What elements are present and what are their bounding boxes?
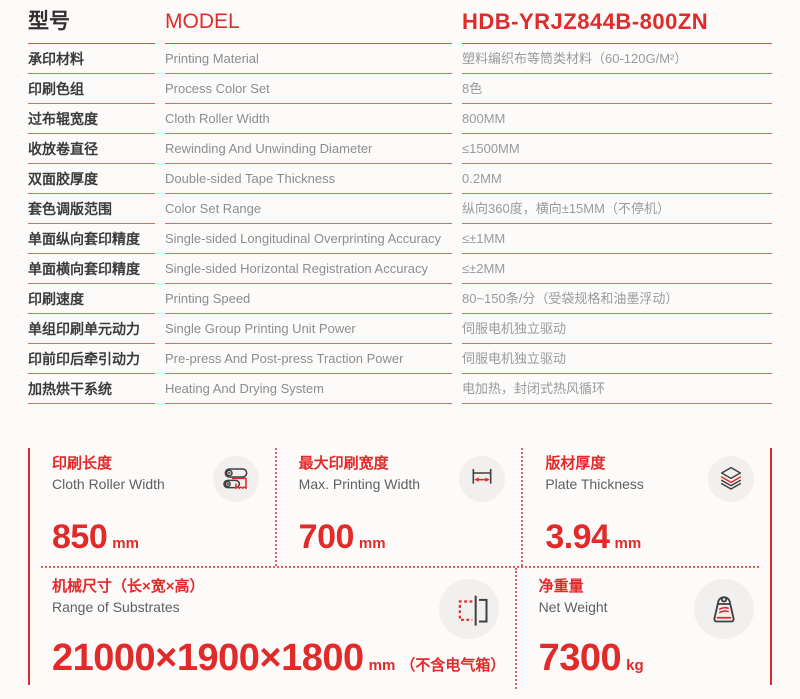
table-header-row: 型号 MODEL HDB-YRJZ844B-800ZN xyxy=(28,8,772,44)
row-label-en: Single-sided Longitudinal Overprinting A… xyxy=(165,224,452,254)
table-row: 加热烘干系统 Heating And Drying System 电加热，封闭式… xyxy=(28,374,772,404)
model-label-cn: 型号 xyxy=(28,8,155,44)
row-label-en: Single Group Printing Unit Power xyxy=(165,314,452,344)
value-unit: kg xyxy=(626,657,644,674)
row-label-cn: 过布辊宽度 xyxy=(28,104,155,134)
width-arrow-icon xyxy=(459,456,506,502)
row-label-cn: 套色调版范围 xyxy=(28,194,155,224)
card-title: 净重量 xyxy=(538,578,584,595)
row-label-cn: 承印材料 xyxy=(28,44,155,74)
row-value: 8色 xyxy=(462,74,772,104)
card-title: 版材厚度 xyxy=(545,455,606,472)
card-plate-thickness: 版材厚度 Plate Thickness 3.94 xyxy=(523,448,770,566)
model-label-en: MODEL xyxy=(165,8,452,44)
row-value: 伺服电机独立驱动 xyxy=(462,314,772,344)
card-title: 机械尺寸（长×宽×高） xyxy=(52,578,205,595)
row-label-en: Rewinding And Unwinding Diameter xyxy=(165,134,452,164)
table-row: 过布辊宽度 Cloth Roller Width 800MM xyxy=(28,104,772,134)
row-label-en: Process Color Set xyxy=(165,74,452,104)
spec-table: 型号 MODEL HDB-YRJZ844B-800ZN 承印材料 Printin… xyxy=(28,8,772,404)
row-value: 0.2MM xyxy=(462,164,772,194)
value-unit: mm xyxy=(112,535,139,552)
card-subtitle: Net Weight xyxy=(538,599,608,615)
table-row: 承印材料 Printing Material 塑料编织布等筒类材料（60-120… xyxy=(28,44,772,74)
card-header: 印刷长度 Cloth Roller Width xyxy=(52,454,259,502)
table-row: 单组印刷单元动力 Single Group Printing Unit Powe… xyxy=(28,314,772,344)
card-subtitle: Range of Substrates xyxy=(52,599,180,615)
row-label-en: Cloth Roller Width xyxy=(165,104,452,134)
value-number: 21000×1900×1800 xyxy=(52,637,364,679)
row-label-cn: 单面纵向套印精度 xyxy=(28,224,155,254)
card-subtitle: Cloth Roller Width xyxy=(52,476,165,492)
card-subtitle: Max. Printing Width xyxy=(298,476,421,492)
card-value: 850 mm xyxy=(52,520,259,554)
row-label-cn: 印前印后牵引动力 xyxy=(28,344,155,374)
card-print-length: 印刷长度 Cloth Roller Width xyxy=(30,448,277,566)
value-number: 700 xyxy=(298,518,355,556)
value-number: 3.94 xyxy=(545,518,610,556)
card-header: 版材厚度 Plate Thickness xyxy=(545,454,754,502)
row-label-cn: 印刷色组 xyxy=(28,74,155,104)
dimension-icon xyxy=(438,579,499,639)
row-value: 伺服电机独立驱动 xyxy=(462,344,772,374)
row-value: 80~150条/分（受袋规格和油墨浮动） xyxy=(462,284,772,314)
value-unit: mm xyxy=(368,657,396,674)
cards-row-2: 机械尺寸（长×宽×高） Range of Substrates 21000×19… xyxy=(30,568,770,689)
highlight-cards-section: 印刷长度 Cloth Roller Width xyxy=(28,448,772,689)
card-value: 7300 kg xyxy=(539,639,754,677)
rollers-icon xyxy=(212,456,259,502)
value-number: 850 xyxy=(52,518,108,556)
row-label-en: Single-sided Horizontal Registration Acc… xyxy=(165,254,452,284)
row-label-en: Double-sided Tape Thickness xyxy=(165,164,452,194)
table-row: 印前印后牵引动力 Pre-press And Post-press Tracti… xyxy=(28,344,772,374)
cards-row-1: 印刷长度 Cloth Roller Width xyxy=(30,448,770,566)
card-value: 3.94 mm xyxy=(545,520,754,554)
row-label-en: Printing Speed xyxy=(165,284,452,314)
table-row: 印刷速度 Printing Speed 80~150条/分（受袋规格和油墨浮动） xyxy=(28,284,772,314)
row-label-en: Color Set Range xyxy=(165,194,452,224)
table-row: 印刷色组 Process Color Set 8色 xyxy=(28,74,772,104)
row-label-cn: 单面横向套印精度 xyxy=(28,254,155,284)
card-value: 21000×1900×1800 mm （不含电气箱） xyxy=(52,637,505,679)
card-machine-dimensions: 机械尺寸（长×宽×高） Range of Substrates 21000×19… xyxy=(30,568,517,689)
row-label-en: Heating And Drying System xyxy=(165,374,452,404)
table-row: 双面胶厚度 Double-sided Tape Thickness 0.2MM xyxy=(28,164,772,194)
table-row: 套色调版范围 Color Set Range 纵向360度，横向±15MM（不停… xyxy=(28,194,772,224)
value-note: （不含电气箱） xyxy=(400,657,506,674)
row-value: ≤±2MM xyxy=(462,254,772,284)
card-title: 最大印刷宽度 xyxy=(298,455,389,472)
row-value: 电加热，封闭式热风循环 xyxy=(462,374,772,404)
row-value: 塑料编织布等筒类材料（60-120G/M²） xyxy=(462,44,772,74)
weight-icon xyxy=(693,579,754,639)
row-label-en: Printing Material xyxy=(165,44,452,74)
value-unit: mm xyxy=(358,535,386,552)
card-value: 700 mm xyxy=(299,520,506,554)
layers-icon xyxy=(708,456,754,502)
row-label-cn: 印刷速度 xyxy=(28,284,155,314)
card-header: 最大印刷宽度 Max. Printing Width xyxy=(299,454,506,502)
card-subtitle: Plate Thickness xyxy=(545,476,644,492)
row-value: 纵向360度，横向±15MM（不停机） xyxy=(462,194,772,224)
row-label-cn: 收放卷直径 xyxy=(28,134,155,164)
card-header: 净重量 Net Weight xyxy=(539,577,754,639)
card-header: 机械尺寸（长×宽×高） Range of Substrates xyxy=(52,577,499,639)
card-net-weight: 净重量 Net Weight xyxy=(517,568,770,689)
row-label-en: Pre-press And Post-press Traction Power xyxy=(165,344,452,374)
value-number: 7300 xyxy=(538,637,622,679)
row-label-cn: 单组印刷单元动力 xyxy=(28,314,155,344)
row-value: ≤1500MM xyxy=(462,134,772,164)
table-row: 单面纵向套印精度 Single-sided Longitudinal Overp… xyxy=(28,224,772,254)
row-label-cn: 双面胶厚度 xyxy=(28,164,155,194)
row-label-cn: 加热烘干系统 xyxy=(28,374,155,404)
table-row: 单面横向套印精度 Single-sided Horizontal Registr… xyxy=(28,254,772,284)
table-row: 收放卷直径 Rewinding And Unwinding Diameter ≤… xyxy=(28,134,772,164)
row-value: 800MM xyxy=(462,104,772,134)
card-max-print-width: 最大印刷宽度 Max. Printing Width 700 xyxy=(277,448,524,566)
value-unit: mm xyxy=(614,535,642,552)
card-title: 印刷长度 xyxy=(52,455,113,472)
row-value: ≤±1MM xyxy=(462,224,772,254)
model-number: HDB-YRJZ844B-800ZN xyxy=(462,8,772,44)
dotted-divider xyxy=(41,566,759,568)
